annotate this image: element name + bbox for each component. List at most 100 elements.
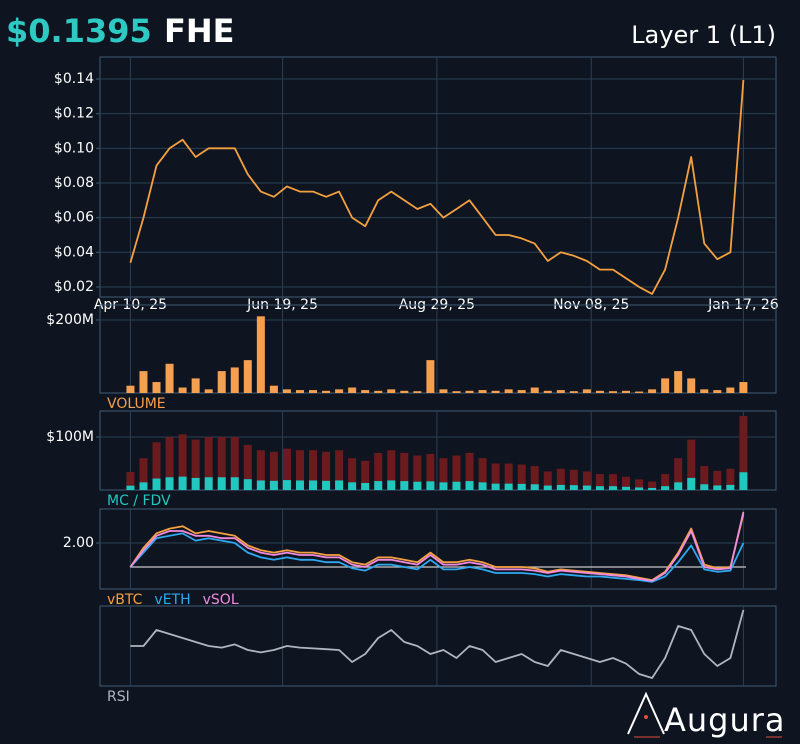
y-tick-label: $200M bbox=[46, 312, 94, 328]
bar bbox=[700, 389, 709, 393]
bar bbox=[635, 487, 644, 490]
bar bbox=[713, 390, 722, 393]
bar bbox=[335, 389, 344, 393]
bar bbox=[635, 391, 644, 393]
bar bbox=[674, 371, 683, 393]
bar bbox=[622, 486, 631, 490]
bar bbox=[322, 390, 331, 393]
bar bbox=[387, 450, 396, 490]
bar bbox=[400, 452, 409, 490]
bar bbox=[230, 477, 239, 490]
bar bbox=[204, 389, 213, 393]
legend-entry: vBTC bbox=[107, 592, 143, 608]
bar bbox=[165, 477, 174, 490]
bar bbox=[374, 390, 383, 393]
bar bbox=[517, 464, 526, 490]
bar bbox=[387, 389, 396, 393]
bar bbox=[530, 466, 539, 490]
bar bbox=[178, 387, 187, 393]
bar bbox=[126, 385, 135, 393]
bar bbox=[295, 450, 304, 490]
bar bbox=[648, 487, 657, 490]
bar bbox=[556, 484, 565, 490]
bar bbox=[335, 480, 344, 490]
bar bbox=[322, 451, 331, 490]
bar bbox=[569, 469, 578, 490]
panel-frame bbox=[99, 508, 777, 590]
bar bbox=[595, 390, 604, 393]
bar bbox=[582, 471, 591, 490]
panel-frame bbox=[99, 56, 777, 298]
bar bbox=[530, 484, 539, 490]
bar bbox=[217, 371, 226, 393]
bar bbox=[335, 450, 344, 490]
bar bbox=[478, 482, 487, 490]
bar bbox=[556, 390, 565, 393]
bar bbox=[517, 390, 526, 393]
bar bbox=[504, 389, 513, 393]
bar bbox=[726, 484, 735, 490]
bar bbox=[426, 453, 435, 490]
line bbox=[129, 514, 745, 581]
bar bbox=[452, 455, 461, 490]
bar bbox=[269, 480, 278, 490]
category: Layer 1 (L1) bbox=[631, 21, 776, 49]
bar bbox=[517, 483, 526, 490]
bar bbox=[217, 477, 226, 490]
symbol: FHE bbox=[164, 12, 235, 50]
bar bbox=[635, 479, 644, 490]
bar bbox=[739, 416, 748, 490]
bar bbox=[700, 466, 709, 490]
line bbox=[129, 511, 745, 582]
bar bbox=[230, 367, 239, 393]
bar bbox=[139, 371, 148, 393]
y-tick-label: $100M bbox=[46, 429, 94, 445]
logo: Augura bbox=[664, 701, 786, 739]
bar bbox=[687, 378, 696, 393]
bar bbox=[413, 391, 422, 393]
bar bbox=[361, 390, 370, 393]
bar bbox=[608, 486, 617, 490]
bar bbox=[269, 385, 278, 393]
bar bbox=[191, 378, 200, 393]
bar bbox=[348, 482, 357, 490]
y-tick-label: $0.02 bbox=[54, 279, 94, 295]
y-tick-label: $0.14 bbox=[54, 71, 94, 87]
bar bbox=[713, 485, 722, 490]
line bbox=[129, 79, 745, 295]
y-tick-label: $0.12 bbox=[54, 106, 94, 122]
bar bbox=[152, 382, 161, 393]
bar bbox=[139, 482, 148, 490]
bar bbox=[465, 452, 474, 490]
bar bbox=[426, 360, 435, 393]
panel-label: MC / FDV bbox=[107, 493, 171, 509]
bar bbox=[726, 387, 735, 393]
bar bbox=[165, 436, 174, 490]
bar bbox=[622, 476, 631, 490]
bar bbox=[661, 474, 670, 490]
bar bbox=[126, 485, 135, 490]
bar bbox=[439, 482, 448, 490]
bar bbox=[426, 481, 435, 490]
bar bbox=[165, 363, 174, 393]
bar bbox=[295, 390, 304, 393]
line bbox=[130, 609, 745, 679]
legend-entry: vSOL bbox=[203, 592, 239, 608]
bar bbox=[243, 360, 252, 393]
bar bbox=[491, 463, 500, 490]
bar bbox=[269, 451, 278, 490]
bar bbox=[309, 390, 318, 393]
bar bbox=[348, 458, 357, 490]
bar bbox=[282, 448, 291, 490]
bar bbox=[478, 458, 487, 490]
bar bbox=[648, 389, 657, 393]
bar bbox=[648, 481, 657, 490]
bar bbox=[204, 436, 213, 490]
bar bbox=[726, 468, 735, 490]
panel-label: VOLUME bbox=[107, 396, 166, 412]
bar bbox=[256, 480, 265, 490]
bar bbox=[582, 485, 591, 490]
bar bbox=[465, 390, 474, 393]
bar bbox=[465, 481, 474, 490]
